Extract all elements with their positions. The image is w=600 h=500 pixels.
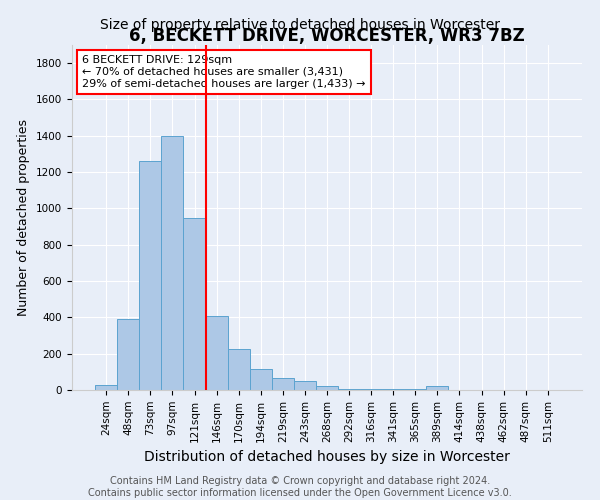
Bar xyxy=(117,319,139,390)
Bar xyxy=(427,386,448,390)
Bar xyxy=(95,386,117,390)
Bar xyxy=(184,218,206,390)
Y-axis label: Number of detached properties: Number of detached properties xyxy=(17,119,31,316)
Bar xyxy=(338,388,360,390)
Bar xyxy=(161,136,184,390)
Bar xyxy=(250,369,272,390)
Bar xyxy=(139,161,161,390)
Text: Contains HM Land Registry data © Crown copyright and database right 2024.
Contai: Contains HM Land Registry data © Crown c… xyxy=(88,476,512,498)
Bar xyxy=(206,316,227,390)
Bar xyxy=(360,388,382,390)
X-axis label: Distribution of detached houses by size in Worcester: Distribution of detached houses by size … xyxy=(144,450,510,464)
Bar xyxy=(404,388,427,390)
Bar xyxy=(227,349,250,390)
Bar xyxy=(294,381,316,390)
Bar xyxy=(316,386,338,390)
Text: Size of property relative to detached houses in Worcester: Size of property relative to detached ho… xyxy=(100,18,500,32)
Bar xyxy=(382,388,404,390)
Title: 6, BECKETT DRIVE, WORCESTER, WR3 7BZ: 6, BECKETT DRIVE, WORCESTER, WR3 7BZ xyxy=(129,27,525,45)
Bar xyxy=(272,378,294,390)
Text: 6 BECKETT DRIVE: 129sqm
← 70% of detached houses are smaller (3,431)
29% of semi: 6 BECKETT DRIVE: 129sqm ← 70% of detache… xyxy=(82,56,366,88)
